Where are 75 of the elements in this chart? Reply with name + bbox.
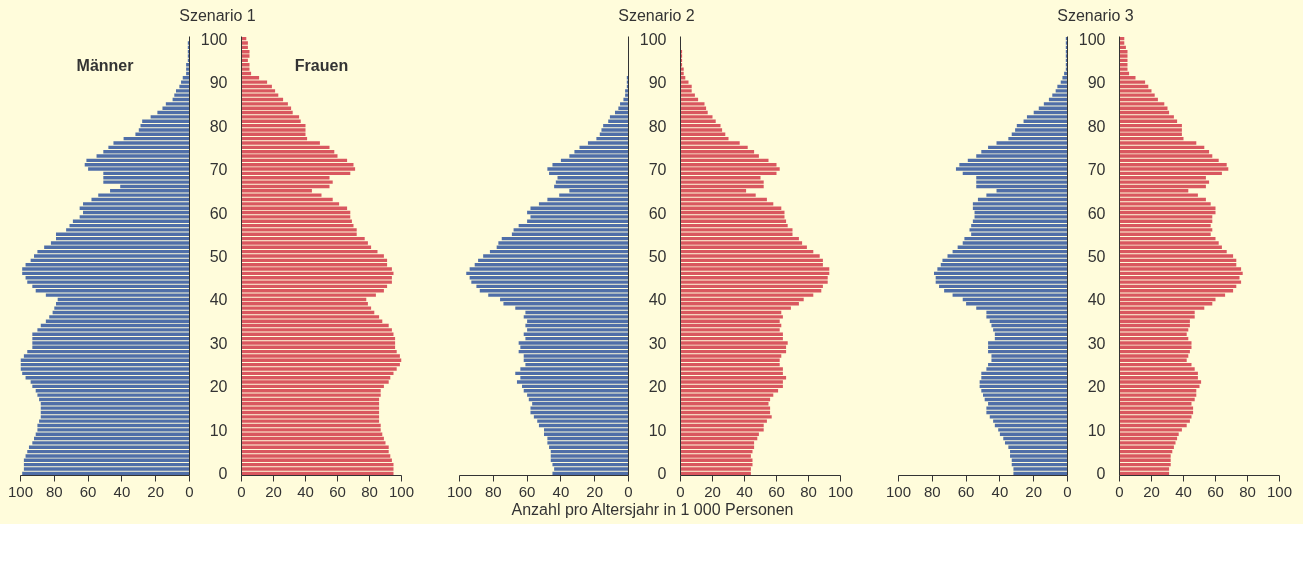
y-tick-label: 10 bbox=[209, 421, 228, 439]
y-tick-label: 0 bbox=[1096, 465, 1106, 483]
x-tick-label: 80 bbox=[923, 482, 941, 500]
x-tick-label: 60 bbox=[79, 482, 97, 500]
y-tick-label: 10 bbox=[648, 421, 667, 439]
x-tick-label: 20 bbox=[147, 482, 165, 500]
x-tick-label: 0 bbox=[676, 482, 685, 500]
x-tick-label: 60 bbox=[768, 482, 785, 500]
y-tick-label: 90 bbox=[1087, 74, 1106, 92]
x-axis-title: Anzahl pro Altersjahr in 1 000 Personen bbox=[511, 500, 794, 520]
x-tick-label: 0 bbox=[1115, 482, 1124, 500]
x-tick-label: 20 bbox=[1143, 482, 1160, 500]
text: Männer bbox=[76, 56, 134, 74]
y-tick-label: 50 bbox=[1087, 248, 1106, 265]
y-tick-label: 60 bbox=[1087, 204, 1106, 222]
y-tick-label: 80 bbox=[209, 117, 228, 135]
chart-title: Szenario 1 bbox=[179, 6, 256, 26]
x-tick-label: 0 bbox=[237, 482, 246, 500]
x-tick-label: 100 bbox=[388, 482, 415, 500]
x-tick-label: 40 bbox=[991, 482, 1009, 500]
x-tick-label: 20 bbox=[704, 482, 721, 500]
y-tick-label: 40 bbox=[209, 291, 228, 309]
y-tick-label: 50 bbox=[648, 248, 667, 265]
y-tick-label: 20 bbox=[648, 378, 667, 396]
y-tick-label: 30 bbox=[648, 334, 667, 352]
y-tick-label: 100 bbox=[639, 30, 667, 48]
x-tick-label: 20 bbox=[265, 482, 282, 500]
y-tick-label: 0 bbox=[218, 465, 228, 483]
x-tick-label: 100 bbox=[827, 482, 854, 500]
y-tick-label: 20 bbox=[209, 378, 228, 396]
x-tick-label: 80 bbox=[1239, 482, 1256, 500]
x-tick-label: 60 bbox=[518, 482, 536, 500]
series-label: Frauen bbox=[294, 56, 349, 74]
x-tick-label: 100 bbox=[1266, 482, 1293, 500]
y-tick-label: 50 bbox=[209, 248, 228, 265]
x-tick-label: 80 bbox=[45, 482, 63, 500]
x-tick-label: 40 bbox=[297, 482, 314, 500]
x-tick-label: 40 bbox=[736, 482, 753, 500]
x-tick-label: 100 bbox=[885, 482, 912, 500]
x-tick-label: 20 bbox=[1025, 482, 1043, 500]
x-tick-label: 40 bbox=[552, 482, 570, 500]
x-tick-label: 60 bbox=[957, 482, 975, 500]
x-tick-label: 0 bbox=[1063, 482, 1072, 500]
x-tick-label: 60 bbox=[1207, 482, 1224, 500]
y-tick-label: 10 bbox=[1087, 421, 1106, 439]
chart-title: Szenario 3 bbox=[1057, 6, 1134, 26]
y-tick-label: 70 bbox=[648, 161, 667, 179]
x-tick-label: 40 bbox=[1175, 482, 1192, 500]
x-tick-label: 40 bbox=[113, 482, 131, 500]
y-tick-label: 30 bbox=[1087, 334, 1106, 352]
y-tick-label: 100 bbox=[200, 30, 228, 48]
y-tick-label: 70 bbox=[209, 161, 228, 179]
x-tick-label: 0 bbox=[185, 482, 194, 500]
y-tick-label: 60 bbox=[209, 204, 228, 222]
y-tick-label: 30 bbox=[209, 334, 228, 352]
y-tick-label: 20 bbox=[1087, 378, 1106, 396]
x-tick-label: 20 bbox=[586, 482, 604, 500]
y-tick-label: 90 bbox=[648, 74, 667, 92]
y-tick-label: 100 bbox=[1078, 30, 1106, 48]
x-tick-label: 0 bbox=[624, 482, 633, 500]
y-tick-label: 40 bbox=[648, 291, 667, 309]
x-tick-label: 80 bbox=[361, 482, 378, 500]
y-tick-label: 80 bbox=[1087, 117, 1106, 135]
y-tick-label: 80 bbox=[648, 117, 667, 135]
y-tick-label: 40 bbox=[1087, 291, 1106, 309]
x-tick-label: 100 bbox=[7, 482, 34, 500]
x-tick-label: 60 bbox=[329, 482, 346, 500]
chart-title: Szenario 2 bbox=[618, 6, 695, 26]
y-tick-label: 0 bbox=[657, 465, 667, 483]
x-tick-label: 80 bbox=[484, 482, 502, 500]
x-tick-label: 80 bbox=[800, 482, 817, 500]
y-tick-label: 90 bbox=[209, 74, 228, 92]
x-tick-label: 100 bbox=[446, 482, 473, 500]
y-tick-label: 70 bbox=[1087, 161, 1106, 179]
y-tick-label: 60 bbox=[648, 204, 667, 222]
